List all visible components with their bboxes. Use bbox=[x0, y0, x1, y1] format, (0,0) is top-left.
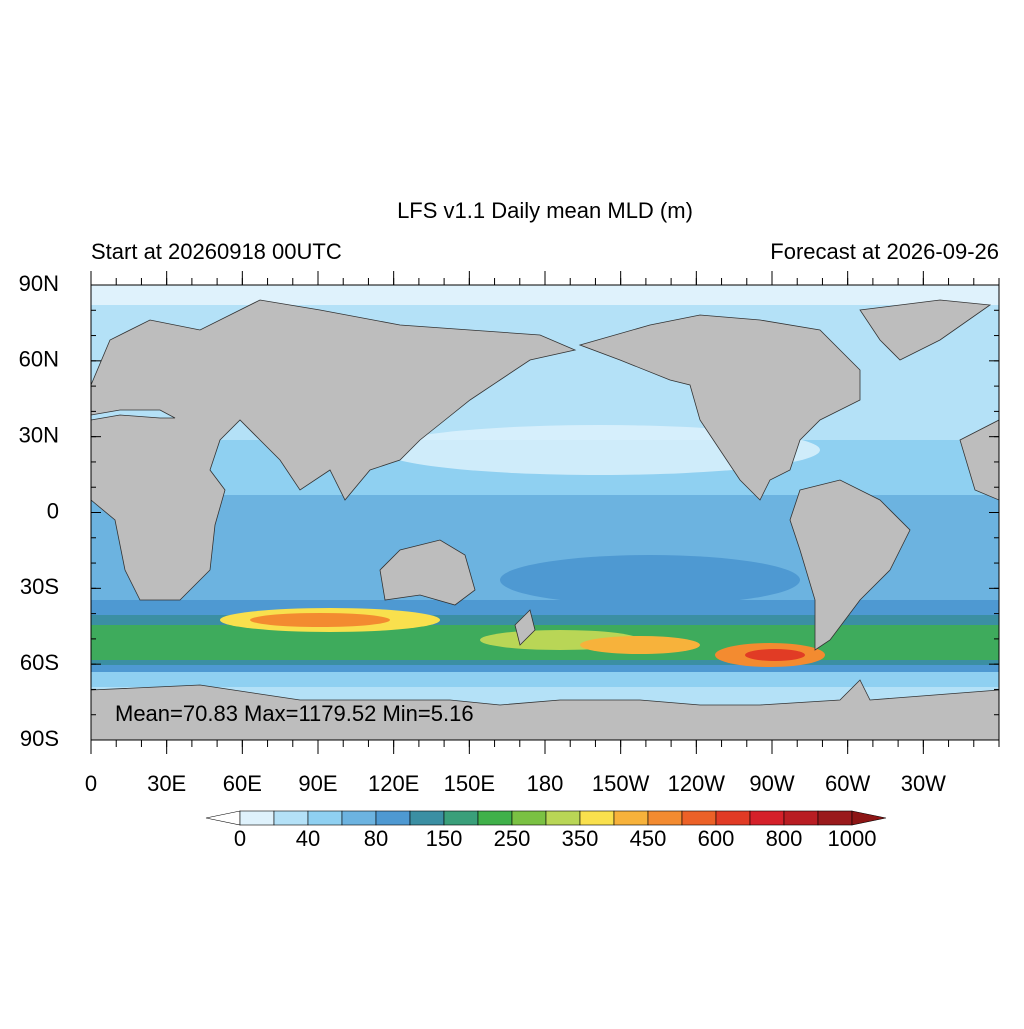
map-area bbox=[91, 285, 999, 740]
colorbar-box bbox=[511, 810, 547, 826]
colorbar-box bbox=[715, 810, 751, 826]
colorbar-label: 150 bbox=[426, 826, 463, 851]
title: LFS v1.1 Daily mean MLD (m) bbox=[397, 198, 693, 223]
lat-label: 60S bbox=[20, 650, 59, 675]
colorbar-label: 250 bbox=[494, 826, 531, 851]
lon-label: 180 bbox=[527, 771, 564, 796]
lat-label: 90N bbox=[19, 271, 59, 296]
colorbar-label: 80 bbox=[364, 826, 388, 851]
colorbar-box bbox=[273, 810, 309, 826]
colorbar-label: 450 bbox=[630, 826, 667, 851]
lon-label: 30W bbox=[901, 771, 946, 796]
colorbar-box bbox=[409, 810, 445, 826]
colorbar-box bbox=[477, 810, 513, 826]
lat-label: 30N bbox=[19, 422, 59, 447]
right-subtitle: Forecast at 2026-09-26 bbox=[770, 239, 999, 264]
colorbar-box bbox=[817, 810, 853, 826]
colorbar-box bbox=[647, 810, 683, 826]
colorbar-box bbox=[341, 810, 377, 826]
lon-label: 90W bbox=[749, 771, 794, 796]
lon-label: 120W bbox=[668, 771, 726, 796]
colorbar-label: 1000 bbox=[828, 826, 877, 851]
lon-label: 150E bbox=[444, 771, 495, 796]
colorbar-box bbox=[375, 810, 411, 826]
colorbar-box bbox=[545, 810, 581, 826]
colorbar-label: 600 bbox=[698, 826, 735, 851]
colorbar-label: 350 bbox=[562, 826, 599, 851]
lon-label: 60E bbox=[223, 771, 262, 796]
colorbar-box bbox=[783, 810, 819, 826]
lat-label: 0 bbox=[47, 498, 59, 523]
colorbar-box bbox=[239, 810, 275, 826]
lon-label: 0 bbox=[85, 771, 97, 796]
colorbar-box bbox=[307, 810, 343, 826]
stats-text: Mean=70.83 Max=1179.52 Min=5.16 bbox=[115, 701, 474, 726]
lat-label: 90S bbox=[20, 726, 59, 751]
colorbar-label: 800 bbox=[766, 826, 803, 851]
lat-label: 60N bbox=[19, 347, 59, 372]
lon-label: 150W bbox=[592, 771, 650, 796]
colorbar-label: 40 bbox=[296, 826, 320, 851]
colorbar-box bbox=[579, 810, 615, 826]
colorbar-over bbox=[851, 810, 887, 826]
colorbar-box bbox=[613, 810, 649, 826]
colorbar-label: 0 bbox=[234, 826, 246, 851]
lon-label: 30E bbox=[147, 771, 186, 796]
lon-label: 60W bbox=[825, 771, 870, 796]
colorbar-under bbox=[205, 810, 241, 826]
lat-label: 30S bbox=[20, 574, 59, 599]
lon-label: 90E bbox=[298, 771, 337, 796]
colorbar-box bbox=[443, 810, 479, 826]
lon-label: 120E bbox=[368, 771, 419, 796]
left-subtitle: Start at 20260918 00UTC bbox=[91, 239, 342, 264]
colorbar-box bbox=[749, 810, 785, 826]
colorbar-box bbox=[681, 810, 717, 826]
